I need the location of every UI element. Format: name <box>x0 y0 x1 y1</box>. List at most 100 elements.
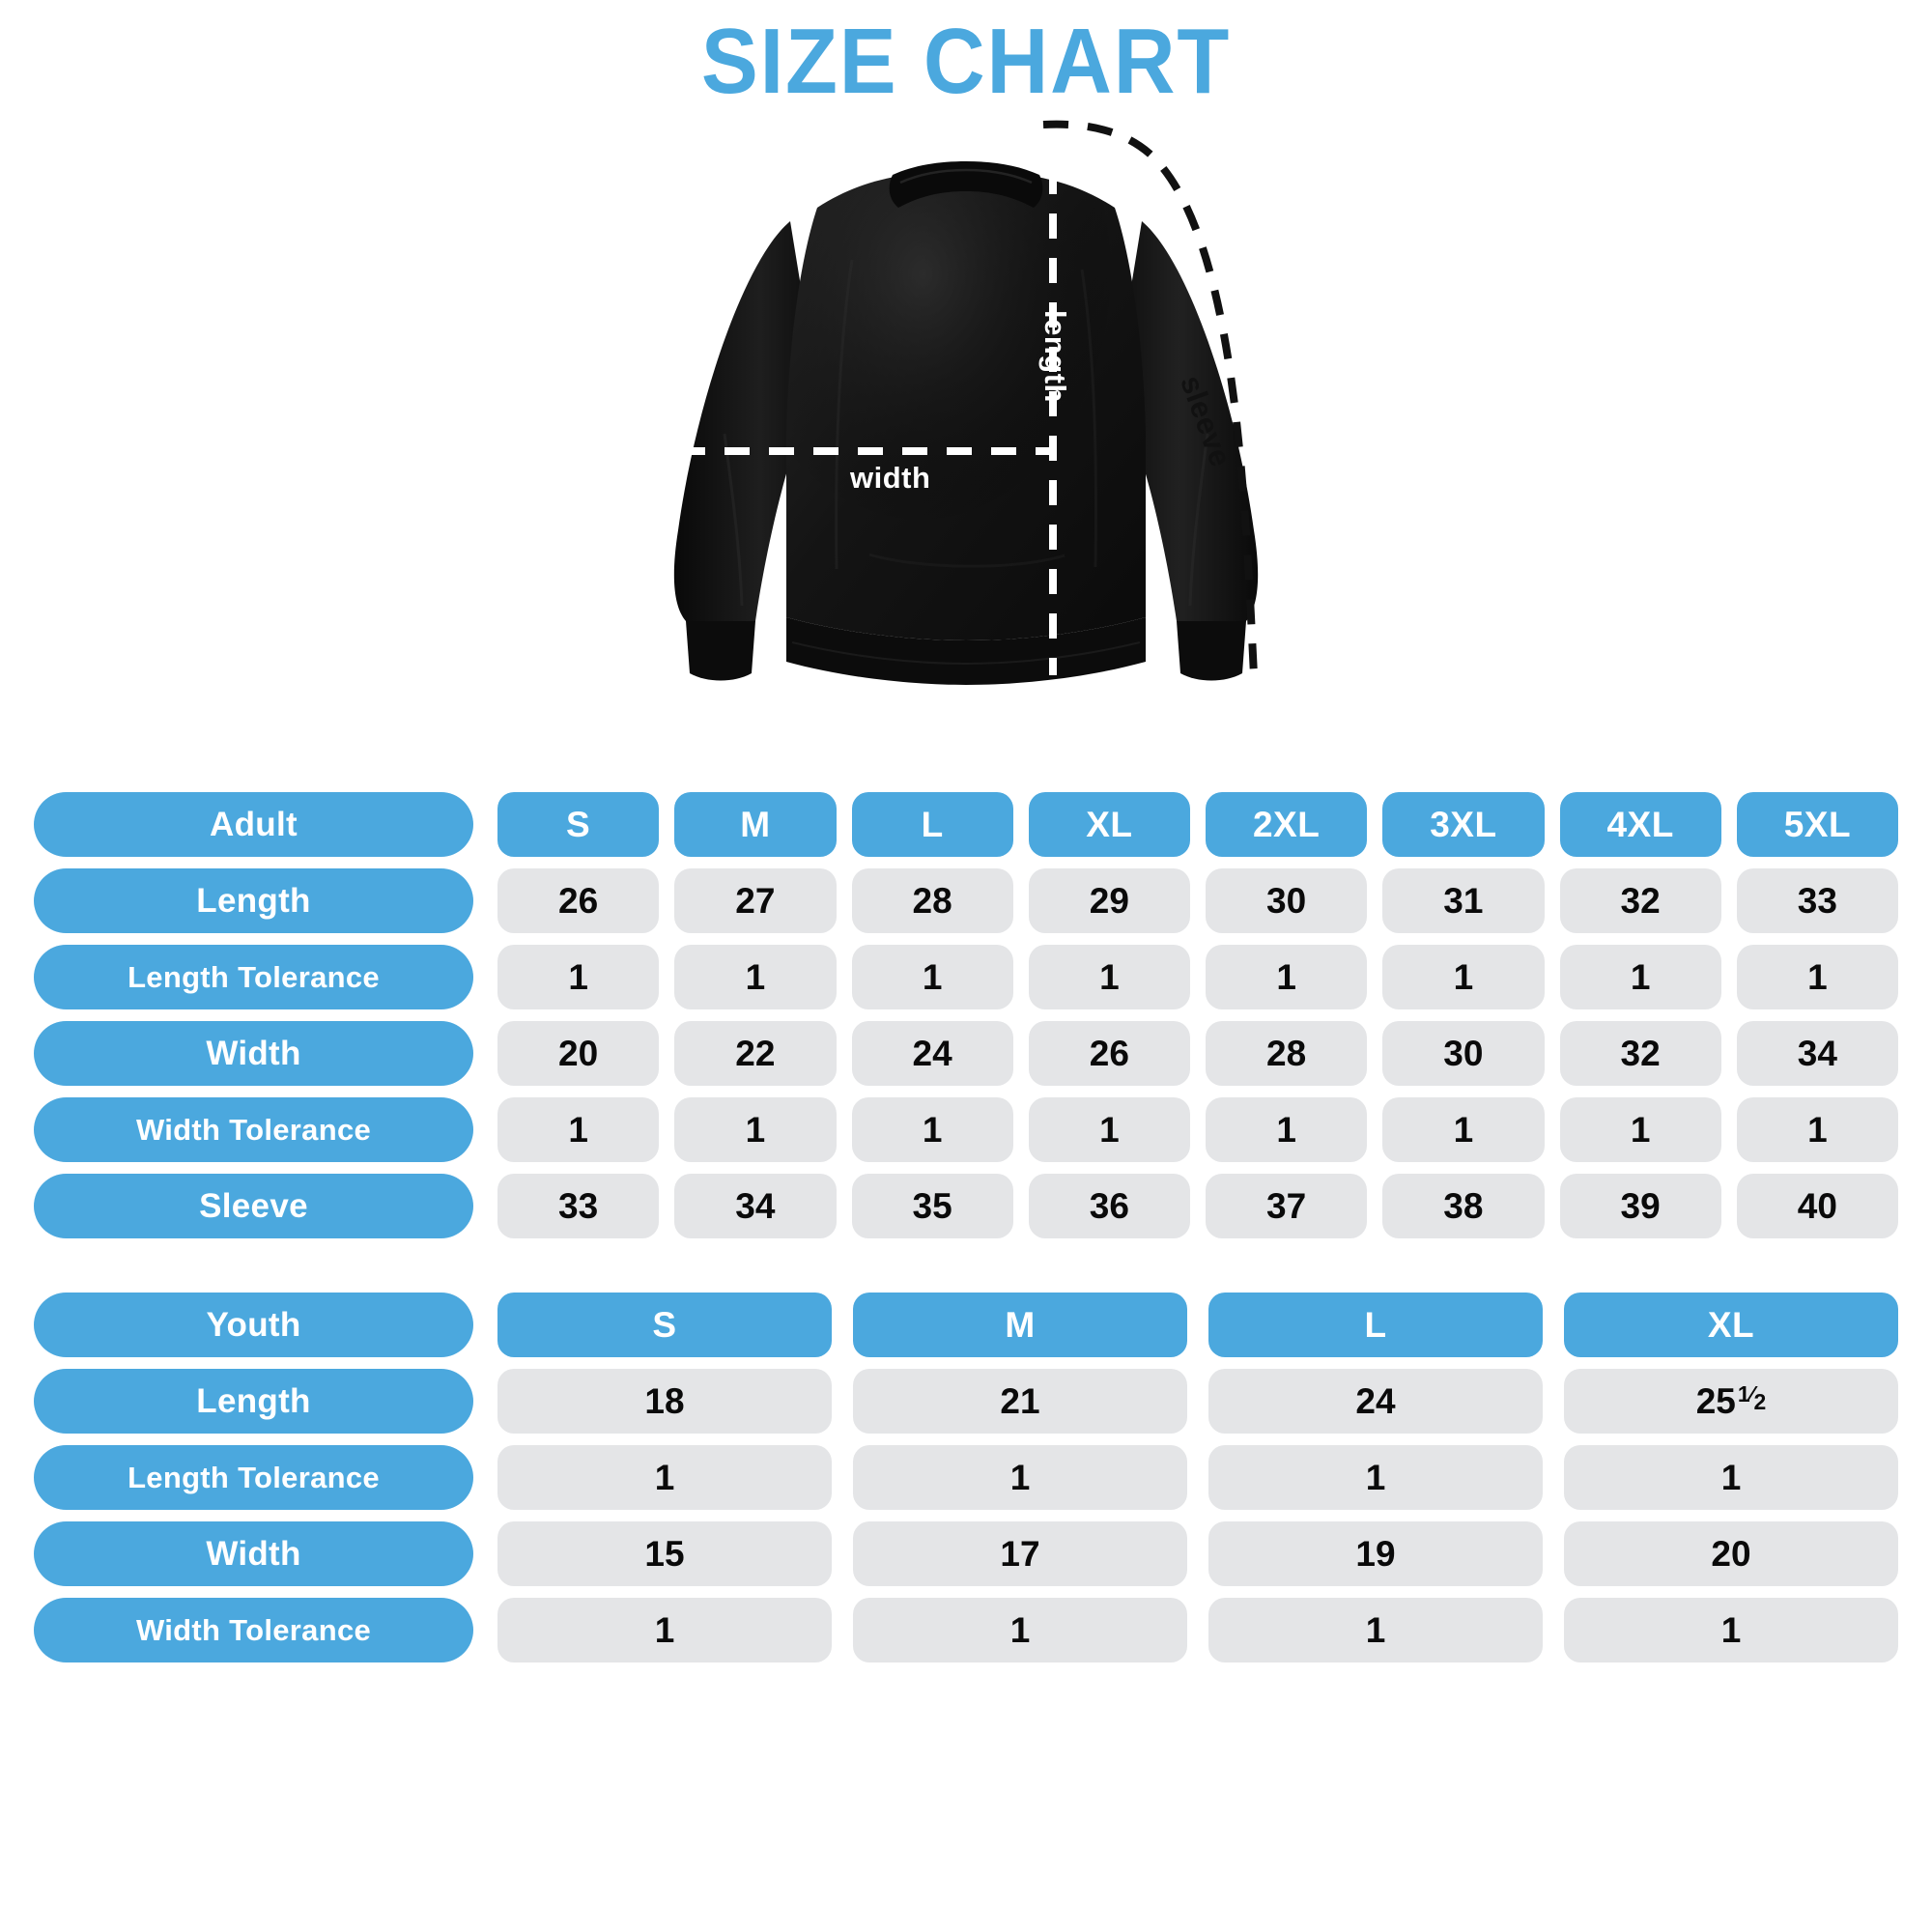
value-cell: 1 <box>497 1445 832 1510</box>
value-cell: 27 <box>674 868 837 933</box>
adult-size-header[interactable]: S <box>497 792 660 857</box>
value-cell: 26 <box>1028 1021 1190 1086</box>
value-cell: 24 <box>1208 1369 1543 1434</box>
value-cell: 1 <box>1736 1097 1898 1162</box>
value-cell: 1 <box>1208 1598 1543 1662</box>
table-spacer <box>0 1238 1932 1293</box>
value-cell: 1 <box>674 1097 837 1162</box>
width-measure-label: width <box>850 460 931 495</box>
value-cell: 19 <box>1208 1521 1543 1586</box>
value-cell: 1 <box>1206 1097 1368 1162</box>
value-cell: 38 <box>1382 1174 1545 1238</box>
page-title: SIZE CHART <box>700 10 1232 113</box>
youth-size-header[interactable]: S <box>497 1293 832 1357</box>
value-cell: 1 <box>851 945 1013 1009</box>
value-cell: 33 <box>1736 868 1898 933</box>
adult-section-label: Adult <box>34 792 473 857</box>
size-tables: Adult S M L XL 2XL 3XL 4XL 5XL Length 26… <box>0 792 1932 1662</box>
value-cell: 1 <box>1564 1598 1898 1662</box>
table-row: Length 26 27 28 29 30 31 32 33 <box>34 868 1898 933</box>
value-cell: 37 <box>1206 1174 1368 1238</box>
value-cell: 30 <box>1382 1021 1545 1086</box>
table-row: Sleeve 33 34 35 36 37 38 39 40 <box>34 1174 1898 1238</box>
value-cell: 26 <box>497 868 660 933</box>
row-label: Length <box>34 1369 473 1434</box>
row-label: Sleeve <box>34 1174 473 1238</box>
youth-size-header[interactable]: L <box>1208 1293 1543 1357</box>
sweatshirt-graphic <box>628 115 1304 772</box>
row-label: Length <box>34 868 473 933</box>
adult-size-header[interactable]: XL <box>1028 792 1190 857</box>
value-cell-fraction: 25 1⁄2 <box>1564 1369 1898 1434</box>
value-cell: 24 <box>851 1021 1013 1086</box>
table-row: Length Tolerance 1 1 1 1 1 1 1 1 <box>34 945 1898 1009</box>
garment-illustration: width length sleeve <box>0 105 1932 781</box>
table-row: Length 18 21 24 25 1⁄2 <box>34 1369 1898 1434</box>
value-cell: 1 <box>1382 945 1545 1009</box>
row-label: Width <box>34 1021 473 1086</box>
value-cell: 1 <box>1736 945 1898 1009</box>
row-label: Length Tolerance <box>34 945 473 1009</box>
value-cell: 32 <box>1559 868 1721 933</box>
value-cell: 40 <box>1736 1174 1898 1238</box>
value-cell: 1 <box>1028 1097 1190 1162</box>
value-cell: 36 <box>1028 1174 1190 1238</box>
youth-header-row: Youth S M L XL <box>34 1293 1898 1357</box>
adult-size-table: Adult S M L XL 2XL 3XL 4XL 5XL Length 26… <box>34 792 1898 1238</box>
value-cell: 1 <box>1564 1445 1898 1510</box>
youth-size-header[interactable]: M <box>853 1293 1187 1357</box>
adult-size-header[interactable]: 4XL <box>1559 792 1721 857</box>
value-cell: 1 <box>1382 1097 1545 1162</box>
row-label: Width <box>34 1521 473 1586</box>
value-cell: 35 <box>851 1174 1013 1238</box>
row-label: Width Tolerance <box>34 1598 473 1662</box>
table-row: Width 20 22 24 26 28 30 32 34 <box>34 1021 1898 1086</box>
value-cell: 31 <box>1382 868 1545 933</box>
adult-size-header[interactable]: 2XL <box>1206 792 1368 857</box>
value-cell: 28 <box>851 868 1013 933</box>
youth-size-table: Youth S M L XL Length 18 21 24 25 1⁄2 Len… <box>34 1293 1898 1662</box>
value-cell: 1 <box>497 1097 660 1162</box>
adult-size-header[interactable]: L <box>851 792 1013 857</box>
table-row: Width Tolerance 1 1 1 1 <box>34 1598 1898 1662</box>
value-cell: 1 <box>497 1598 832 1662</box>
value-cell: 32 <box>1559 1021 1721 1086</box>
value-cell: 20 <box>1564 1521 1898 1586</box>
value-cell: 15 <box>497 1521 832 1586</box>
value-cell: 20 <box>497 1021 660 1086</box>
youth-section-label: Youth <box>34 1293 473 1357</box>
value-cell: 18 <box>497 1369 832 1434</box>
length-measure-label: length <box>1038 309 1072 403</box>
value-cell: 34 <box>1736 1021 1898 1086</box>
value-cell: 30 <box>1206 868 1368 933</box>
value-cell: 34 <box>674 1174 837 1238</box>
table-row: Width 15 17 19 20 <box>34 1521 1898 1586</box>
value-fraction: 1⁄2 <box>1737 1381 1767 1415</box>
adult-size-header[interactable]: 3XL <box>1382 792 1545 857</box>
value-cell: 1 <box>1208 1445 1543 1510</box>
table-row: Length Tolerance 1 1 1 1 <box>34 1445 1898 1510</box>
value-cell: 17 <box>853 1521 1187 1586</box>
value-cell: 21 <box>853 1369 1187 1434</box>
table-row: Width Tolerance 1 1 1 1 1 1 1 1 <box>34 1097 1898 1162</box>
value-cell: 29 <box>1028 868 1190 933</box>
value-cell: 1 <box>1559 945 1721 1009</box>
row-label: Width Tolerance <box>34 1097 473 1162</box>
value-whole: 25 <box>1695 1380 1736 1421</box>
value-cell: 1 <box>853 1598 1187 1662</box>
value-cell: 39 <box>1559 1174 1721 1238</box>
value-cell: 1 <box>1028 945 1190 1009</box>
value-cell: 1 <box>1559 1097 1721 1162</box>
adult-header-row: Adult S M L XL 2XL 3XL 4XL 5XL <box>34 792 1898 857</box>
value-cell: 1 <box>853 1445 1187 1510</box>
value-cell: 28 <box>1206 1021 1368 1086</box>
value-cell: 33 <box>497 1174 660 1238</box>
value-cell: 1 <box>851 1097 1013 1162</box>
value-cell: 1 <box>1206 945 1368 1009</box>
value-cell: 1 <box>674 945 837 1009</box>
adult-size-header[interactable]: M <box>674 792 837 857</box>
adult-size-header[interactable]: 5XL <box>1736 792 1898 857</box>
value-cell: 22 <box>674 1021 837 1086</box>
youth-size-header[interactable]: XL <box>1564 1293 1898 1357</box>
